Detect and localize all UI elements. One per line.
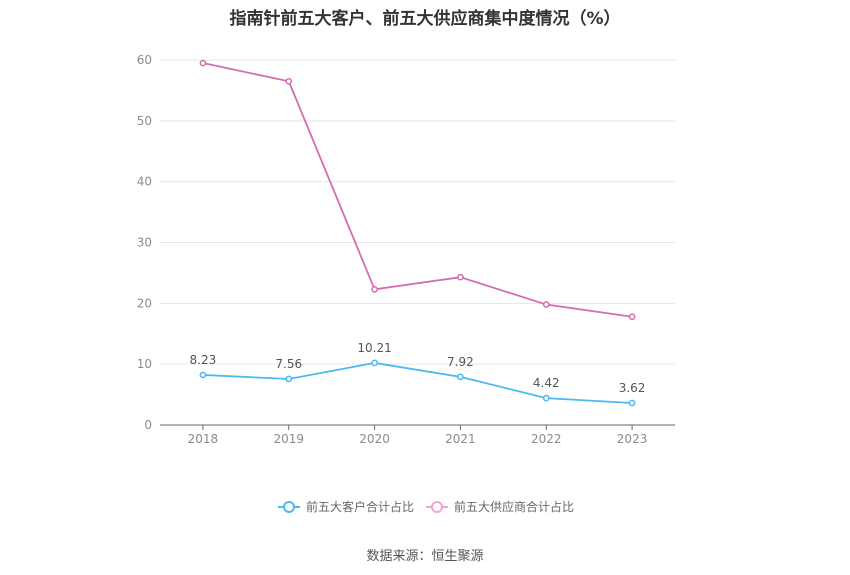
x-tick-label: 2018: [188, 432, 219, 446]
data-label: 7.92: [447, 355, 474, 369]
y-tick-label: 60: [137, 53, 152, 67]
legend-label: 前五大客户合计占比: [306, 499, 414, 514]
x-tick-label: 2021: [445, 432, 476, 446]
x-tick-label: 2019: [273, 432, 304, 446]
data-point[interactable]: [285, 375, 293, 383]
legend[interactable]: 前五大客户合计占比 前五大供应商合计占比: [278, 499, 574, 514]
data-label: 4.42: [533, 376, 560, 390]
source-note: 数据来源：恒生聚源: [366, 549, 484, 564]
data-point[interactable]: [628, 313, 636, 321]
data-point[interactable]: [371, 285, 378, 293]
x-tick-label: 2022: [531, 432, 562, 446]
data-point[interactable]: [542, 301, 550, 308]
data-point[interactable]: [199, 371, 207, 379]
axes: 0 10 20 30 40 50 60 2018 2019 2020 2021 2022 2023: [137, 53, 675, 446]
legend-marker: [431, 501, 443, 513]
data-point[interactable]: [542, 394, 550, 402]
data-point[interactable]: [285, 77, 293, 85]
x-tick-label: 2023: [617, 432, 648, 446]
y-tick-label: 0: [144, 418, 152, 432]
data-point[interactable]: [371, 359, 378, 367]
series-line-1: [202, 62, 633, 318]
y-tick-label: 20: [137, 296, 152, 310]
legend-marker: [283, 501, 295, 513]
grid-lines: [160, 59, 675, 365]
y-tick-label: 30: [137, 236, 152, 250]
series-line-0: [202, 361, 633, 404]
y-tick-label: 10: [137, 357, 152, 371]
data-point[interactable]: [199, 59, 207, 67]
data-labels: 8.23 7.56 10.21 7.92 4.42 3.62: [190, 341, 646, 395]
data-label: 3.62: [619, 381, 646, 395]
series: [199, 59, 636, 407]
data-label: 7.56: [275, 357, 302, 371]
legend-item-0[interactable]: 前五大客户合计占比: [278, 499, 414, 514]
data-label: 10.21: [357, 341, 391, 355]
data-point[interactable]: [628, 399, 636, 407]
data-point[interactable]: [457, 373, 464, 381]
data-label: 8.23: [190, 353, 217, 367]
chart-title: 指南针前五大客户、前五大供应商集中度情况（%）: [229, 9, 621, 29]
y-tick-label: 40: [137, 175, 152, 189]
legend-label: 前五大供应商合计占比: [454, 499, 574, 514]
data-point[interactable]: [457, 273, 464, 281]
y-tick-label: 50: [137, 114, 152, 128]
legend-item-1[interactable]: 前五大供应商合计占比: [426, 499, 574, 514]
x-tick-label: 2020: [359, 432, 390, 446]
